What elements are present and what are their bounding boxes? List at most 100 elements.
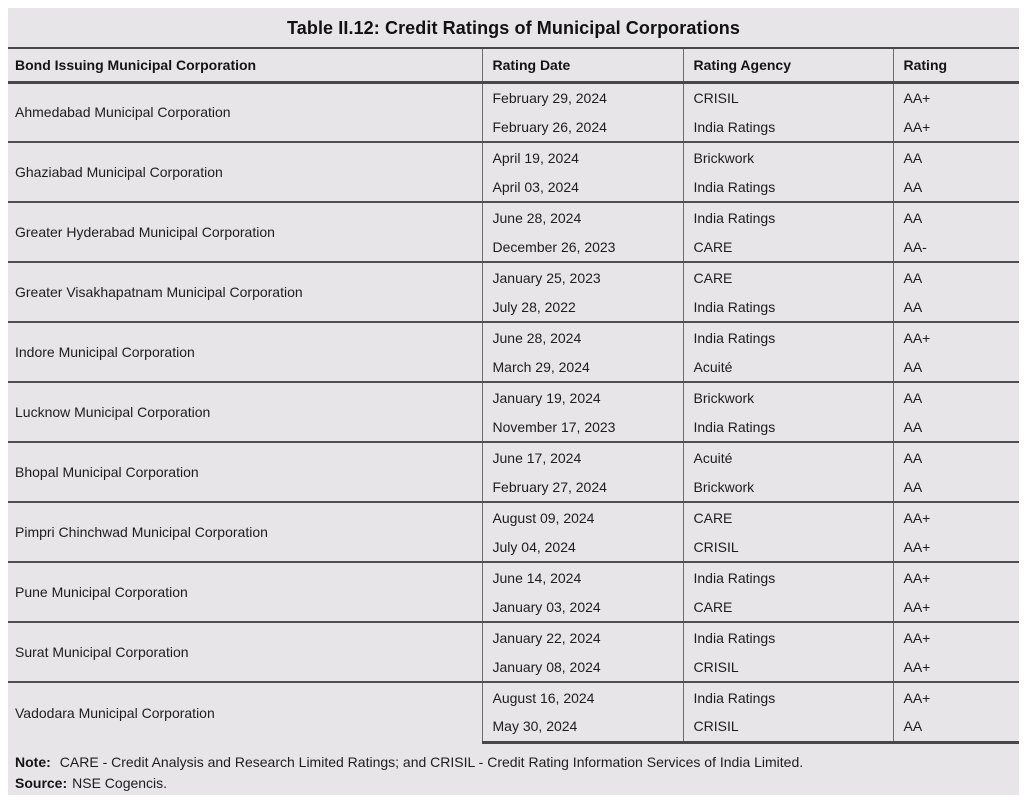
rating-date-cell: August 09, 2024: [481, 501, 683, 532]
rating-value-cell: AA: [892, 172, 1019, 202]
note-line: Note: CARE - Credit Analysis and Research…: [15, 752, 1009, 773]
rating-agency-cell: India Ratings: [682, 561, 893, 592]
rating-value-cell: AA+: [892, 561, 1019, 592]
table-row: Ahmedabad Municipal Corporation February …: [8, 81, 1019, 142]
table-row: Vadodara Municipal Corporation August 16,…: [8, 681, 1019, 742]
corporation-name-cell: Indore Municipal Corporation: [8, 321, 482, 382]
table-row: January 08, 2024 CRISIL AA+: [8, 652, 1019, 682]
rating-value-cell: AA: [892, 712, 1019, 744]
rating-date-cell: July 28, 2022: [481, 292, 683, 322]
rating-value-cell: AA+: [892, 652, 1019, 682]
rating-date-cell: January 08, 2024: [481, 652, 683, 682]
column-header-corporation: Bond Issuing Municipal Corporation: [8, 49, 482, 84]
rating-date-cell: January 03, 2024: [481, 592, 683, 622]
table-row: Pimpri Chinchwad Municipal Corporation Au…: [8, 501, 1019, 562]
rating-value-cell: AA+: [892, 532, 1019, 562]
rating-agency-cell: CRISIL: [682, 532, 893, 562]
note-label: Note:: [15, 753, 51, 770]
rating-value-cell: AA: [892, 412, 1019, 442]
rating-agency-cell: CRISIL: [682, 81, 893, 112]
rating-value-cell: AA+: [892, 592, 1019, 622]
rating-agency-cell: India Ratings: [682, 321, 893, 352]
rating-value-cell: AA: [892, 201, 1019, 232]
source-line: Source: NSE Cogencis.: [15, 773, 1009, 794]
corporation-name-cell: Lucknow Municipal Corporation: [8, 381, 482, 442]
rating-date-cell: April 19, 2024: [481, 141, 683, 172]
rating-value-cell: AA+: [892, 621, 1019, 652]
rating-date-cell: January 22, 2024: [481, 621, 683, 652]
rating-date-cell: August 16, 2024: [481, 681, 683, 712]
rating-value-cell: AA+: [892, 321, 1019, 352]
rating-agency-cell: Brickwork: [682, 141, 893, 172]
corporation-name-cell: Pune Municipal Corporation: [8, 561, 482, 622]
table-row: January 03, 2024 CARE AA+: [8, 592, 1019, 622]
rating-date-cell: June 14, 2024: [481, 561, 683, 592]
rating-value-cell: AA: [892, 352, 1019, 382]
table-header-row: Bond Issuing Municipal Corporation Ratin…: [8, 49, 1019, 84]
table-row: May 30, 2024 CRISIL AA: [8, 712, 1019, 744]
rating-date-cell: April 03, 2024: [481, 172, 683, 202]
rating-date-cell: February 29, 2024: [481, 81, 683, 112]
table-row: Greater Visakhapatnam Municipal Corporat…: [8, 261, 1019, 322]
rating-value-cell: AA+: [892, 681, 1019, 712]
rating-value-cell: AA: [892, 141, 1019, 172]
rating-date-cell: January 25, 2023: [481, 261, 683, 292]
rating-date-cell: March 29, 2024: [481, 352, 683, 382]
note-text: CARE - Credit Analysis and Research Limi…: [59, 753, 804, 770]
rating-date-cell: December 26, 2023: [481, 232, 683, 262]
rating-agency-cell: CRISIL: [682, 652, 893, 682]
corporation-name-cell: Bhopal Municipal Corporation: [8, 441, 482, 502]
column-header-rating-date: Rating Date: [481, 49, 683, 84]
rating-agency-cell: CRISIL: [682, 712, 893, 744]
table-row: February 27, 2024 Brickwork AA: [8, 472, 1019, 502]
rating-agency-cell: Brickwork: [682, 381, 893, 412]
corporation-name-cell: Pimpri Chinchwad Municipal Corporation: [8, 501, 482, 562]
rating-date-cell: February 26, 2024: [481, 112, 683, 142]
rating-value-cell: AA+: [892, 81, 1019, 112]
rating-agency-cell: Brickwork: [682, 472, 893, 502]
table-row: November 17, 2023 India Ratings AA: [8, 412, 1019, 442]
rating-date-cell: June 28, 2024: [481, 321, 683, 352]
corporation-name-cell: Ahmedabad Municipal Corporation: [8, 81, 482, 142]
table-row: July 28, 2022 India Ratings AA: [8, 292, 1019, 322]
rating-agency-cell: India Ratings: [682, 412, 893, 442]
rating-date-cell: January 19, 2024: [481, 381, 683, 412]
table-row: July 04, 2024 CRISIL AA+: [8, 532, 1019, 562]
rating-value-cell: AA: [892, 292, 1019, 322]
rating-date-cell: February 27, 2024: [481, 472, 683, 502]
rating-agency-cell: India Ratings: [682, 681, 893, 712]
rating-date-cell: May 30, 2024: [481, 712, 683, 744]
table-row: December 26, 2023 CARE AA-: [8, 232, 1019, 262]
rating-agency-cell: Acuité: [682, 352, 893, 382]
credit-ratings-table: Bond Issuing Municipal Corporation Ratin…: [8, 49, 1019, 744]
table-row: Surat Municipal Corporation January 22, 2…: [8, 621, 1019, 682]
source-text: NSE Cogencis.: [72, 774, 168, 791]
rating-agency-cell: CARE: [682, 592, 893, 622]
table-row: Lucknow Municipal Corporation January 19,…: [8, 381, 1019, 442]
table-row: Pune Municipal Corporation June 14, 2024 I…: [8, 561, 1019, 622]
table-row: February 26, 2024 India Ratings AA+: [8, 112, 1019, 142]
rating-date-cell: June 17, 2024: [481, 441, 683, 472]
rating-agency-cell: India Ratings: [682, 621, 893, 652]
corporation-name-cell: Surat Municipal Corporation: [8, 621, 482, 682]
rating-agency-cell: CARE: [682, 501, 893, 532]
table-body: Ahmedabad Municipal Corporation February …: [8, 81, 1019, 744]
rating-value-cell: AA: [892, 472, 1019, 502]
rating-agency-cell: India Ratings: [682, 112, 893, 142]
corporation-name-cell: Ghaziabad Municipal Corporation: [8, 141, 482, 202]
corporation-name-cell: Greater Hyderabad Municipal Corporation: [8, 201, 482, 262]
rating-agency-cell: CARE: [682, 232, 893, 262]
rating-value-cell: AA: [892, 441, 1019, 472]
rating-agency-cell: India Ratings: [682, 292, 893, 322]
rating-date-cell: June 28, 2024: [481, 201, 683, 232]
rating-agency-cell: CARE: [682, 261, 893, 292]
table-row: Indore Municipal Corporation June 28, 202…: [8, 321, 1019, 382]
rating-value-cell: AA+: [892, 501, 1019, 532]
rating-value-cell: AA: [892, 261, 1019, 292]
rating-value-cell: AA: [892, 381, 1019, 412]
column-header-rating-agency: Rating Agency: [682, 49, 893, 84]
rating-date-cell: November 17, 2023: [481, 412, 683, 442]
rating-agency-cell: India Ratings: [682, 201, 893, 232]
table-footnotes: Note: CARE - Credit Analysis and Research…: [8, 744, 1019, 794]
corporation-name-cell: Vadodara Municipal Corporation: [8, 681, 482, 742]
